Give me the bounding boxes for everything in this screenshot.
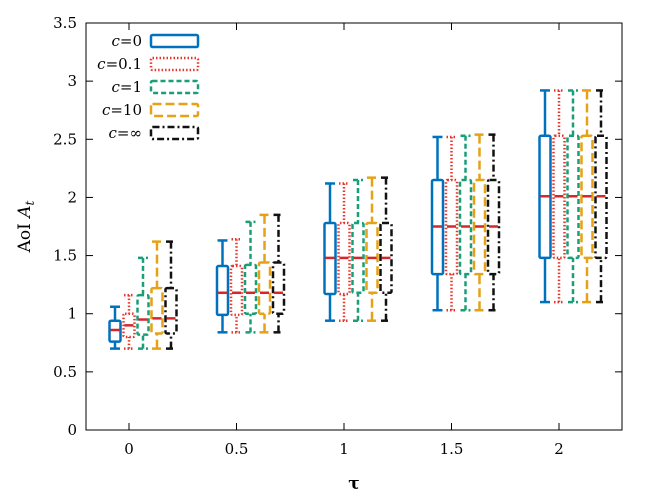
box xyxy=(271,261,286,315)
box-series-group xyxy=(108,89,608,350)
y-axis-title: AoI At xyxy=(15,200,37,253)
box xyxy=(594,134,608,260)
plot-area xyxy=(85,22,623,431)
legend-label-value: =10 xyxy=(110,101,142,119)
legend-label-value: =∞ xyxy=(117,124,142,142)
box xyxy=(430,178,445,276)
legend-item: c=0.1 xyxy=(97,55,200,73)
box xyxy=(323,221,337,296)
legend-label: c=10 xyxy=(102,101,142,119)
legend-label: c=1 xyxy=(111,78,142,96)
legend-label: c=0.1 xyxy=(97,55,142,73)
series-c=1 xyxy=(136,89,580,350)
y-tick-label: 1.5 xyxy=(53,247,77,265)
x-tick-label: 0.5 xyxy=(225,440,249,458)
box xyxy=(229,264,244,317)
y-tick-label: 3 xyxy=(67,72,77,90)
y-axis-title-prefix: AoI xyxy=(15,218,35,254)
x-tick-label: 1 xyxy=(339,440,349,458)
legend-label-var: c xyxy=(111,78,120,96)
x-tick-label: 0 xyxy=(124,440,134,458)
legend-swatch xyxy=(149,102,200,118)
y-tick-label: 0.5 xyxy=(53,363,77,381)
y-tick-label: 1 xyxy=(67,305,77,323)
box xyxy=(486,178,501,276)
legend-swatch xyxy=(149,79,200,95)
box xyxy=(337,221,351,296)
box xyxy=(122,312,136,339)
y-axis-title-var: A xyxy=(15,205,35,219)
series-c=∞ xyxy=(164,89,608,350)
legend: c=0c=0.1c=1c=10c=∞ xyxy=(97,32,200,142)
legend-label-var: c xyxy=(97,55,106,73)
box xyxy=(458,178,473,276)
legend-label: c=∞ xyxy=(109,124,142,142)
x-axis-title: τ xyxy=(348,474,359,494)
box xyxy=(215,264,230,317)
y-tick-label: 3.5 xyxy=(53,14,77,32)
legend-label-value: =0.1 xyxy=(106,55,142,73)
box xyxy=(566,134,580,260)
box xyxy=(257,261,272,315)
box xyxy=(164,286,178,335)
box xyxy=(136,293,150,336)
box xyxy=(379,221,393,295)
y-axis-title-sub: t xyxy=(23,200,37,205)
legend-label-var: c xyxy=(109,124,118,142)
box xyxy=(108,319,122,343)
box xyxy=(580,134,594,260)
box xyxy=(538,134,552,260)
series-c=10 xyxy=(150,89,594,350)
legend-swatch xyxy=(149,56,200,72)
legend-item: c=1 xyxy=(111,78,200,96)
y-tick-label: 0 xyxy=(67,421,77,439)
box xyxy=(365,221,379,295)
legend-swatch xyxy=(149,33,200,49)
plot-frame xyxy=(85,22,623,431)
y-tick-label: 2 xyxy=(67,188,77,206)
y-tick-label: 2.5 xyxy=(53,130,77,148)
box xyxy=(351,221,365,295)
legend-label-value: =1 xyxy=(120,78,142,96)
legend-item: c=0 xyxy=(111,32,200,50)
box xyxy=(472,178,487,276)
legend-item: c=∞ xyxy=(109,124,200,142)
box xyxy=(444,178,459,276)
x-tick-label: 2 xyxy=(554,440,564,458)
box xyxy=(243,263,258,315)
series-c=0.1 xyxy=(122,89,566,350)
legend-label: c=0 xyxy=(111,32,142,50)
legend-swatch xyxy=(149,125,200,141)
axes: 0 0.5 1 1.5 2 2.5 3 3.5 0 0.5 1 1.5 2 xyxy=(53,14,622,458)
legend-label-var: c xyxy=(102,101,111,119)
legend-label-value: =0 xyxy=(120,32,142,50)
box xyxy=(552,134,566,260)
box xyxy=(150,286,164,335)
legend-label-var: c xyxy=(111,32,120,50)
x-tick-label: 1.5 xyxy=(440,440,464,458)
legend-item: c=10 xyxy=(102,101,200,119)
series-c=0 xyxy=(108,89,552,350)
